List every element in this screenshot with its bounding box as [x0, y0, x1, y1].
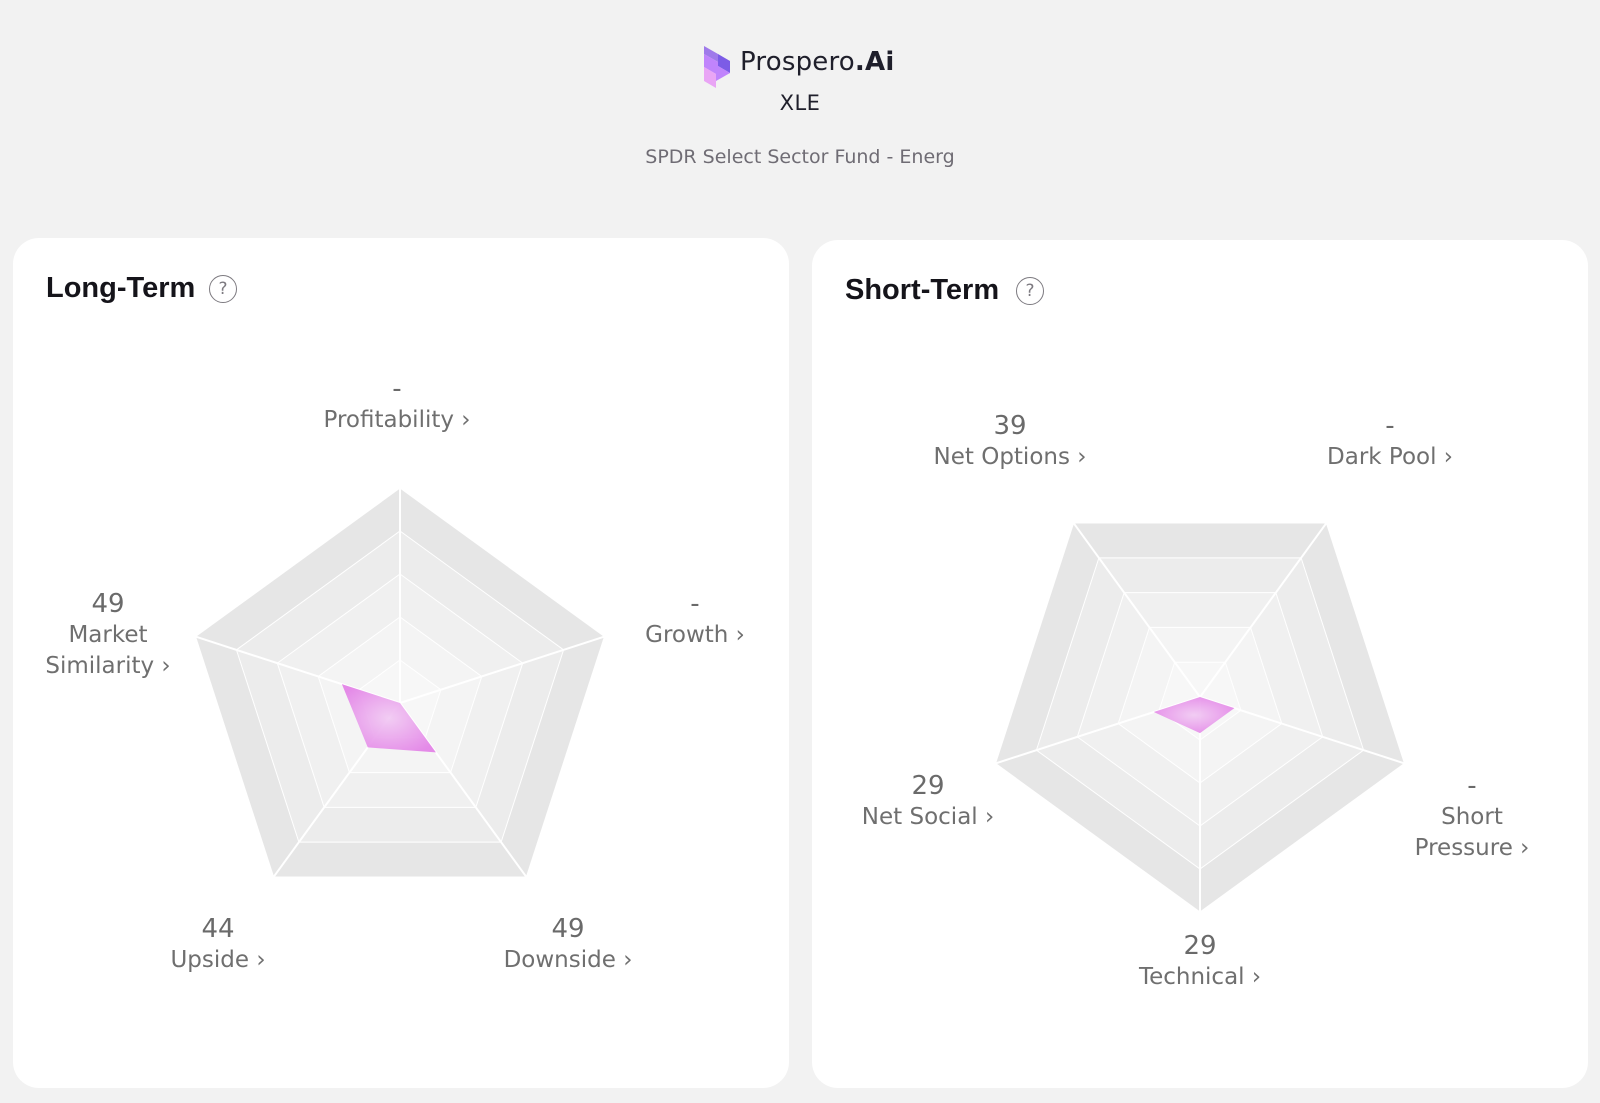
axis-name-link[interactable]: Upside ›	[170, 947, 266, 973]
radar-axis-line	[1072, 522, 1201, 698]
radar-axis-label[interactable]: 44 Upside ›	[170, 913, 265, 976]
axis-score-value: 49	[551, 914, 585, 944]
axis-name-link[interactable]: Profitability ›	[323, 407, 471, 433]
axis-score-value: -	[1467, 771, 1477, 801]
radar-axis-label[interactable]: 29 Net Social ›	[862, 770, 994, 833]
axis-name-link[interactable]: Dark Pool ›	[1327, 444, 1453, 470]
radar-axis-label[interactable]: 29 Technical ›	[1139, 930, 1261, 993]
long-term-title: Long-Term	[46, 272, 196, 304]
radar-axis-line	[399, 702, 528, 878]
axis-score-value: -	[690, 589, 700, 619]
axis-name-link[interactable]: Similarity ›	[45, 653, 171, 679]
axis-name-link[interactable]: Short	[1441, 804, 1503, 830]
radar-axis-line	[195, 635, 401, 704]
radar-axis-line	[1199, 522, 1328, 698]
axis-score-value: 49	[91, 589, 125, 619]
long-term-help-icon[interactable]: ?	[209, 275, 237, 303]
axis-name-link[interactable]: Market	[68, 622, 148, 648]
axis-score-value: 29	[1183, 931, 1217, 961]
prospero-logo-icon	[704, 46, 730, 88]
axis-score-value: 39	[993, 411, 1027, 441]
axis-score-value: 44	[201, 914, 235, 944]
radar-axis-line	[399, 635, 605, 704]
short-term-title: Short-Term	[845, 274, 1000, 306]
radar-axis-label[interactable]: - Short Pressure ›	[1415, 770, 1530, 864]
brand-name: Prospero.Ai	[740, 47, 895, 77]
page-header: Prospero.Ai XLE SPDR Select Sector Fund …	[0, 0, 1600, 200]
radar-axis-label[interactable]: - Profitability ›	[324, 373, 471, 436]
short-term-card: Short-Term ? - Dark Pool › - Short Pressure …	[812, 240, 1588, 1088]
axis-name-link[interactable]: Pressure ›	[1414, 835, 1530, 861]
axis-name-link[interactable]: Net Social ›	[861, 804, 995, 830]
long-term-card: Long-Term ? - Profitability › - Growth › 49 D…	[13, 238, 789, 1088]
axis-score-value: -	[1385, 411, 1395, 441]
radar-axis-label[interactable]: 49 Market Similarity ›	[45, 588, 170, 682]
short-term-radar	[994, 522, 1406, 913]
radar-axis-label[interactable]: 49 Downside ›	[504, 913, 633, 976]
axis-name-link[interactable]: Technical ›	[1138, 964, 1262, 990]
radar-axis-line	[1199, 696, 1405, 765]
axis-score-value: -	[392, 374, 402, 404]
radar-axis-label[interactable]: 39 Net Options ›	[934, 410, 1087, 473]
short-term-help-icon[interactable]: ?	[1016, 277, 1044, 305]
radar-axis-label[interactable]: - Growth ›	[645, 588, 745, 651]
fund-name: SPDR Select Sector Fund - Energ	[645, 146, 955, 168]
axis-score-value: 29	[911, 771, 945, 801]
ticker-symbol: XLE	[779, 91, 821, 115]
long-term-radar	[194, 487, 606, 878]
axis-name-link[interactable]: Downside ›	[503, 947, 633, 973]
axis-name-link[interactable]: Growth ›	[645, 622, 745, 648]
radar-score-area	[1153, 697, 1235, 734]
axis-name-link[interactable]: Net Options ›	[933, 444, 1087, 470]
radar-axis-label[interactable]: - Dark Pool ›	[1327, 410, 1453, 473]
radar-score-area	[341, 684, 436, 753]
